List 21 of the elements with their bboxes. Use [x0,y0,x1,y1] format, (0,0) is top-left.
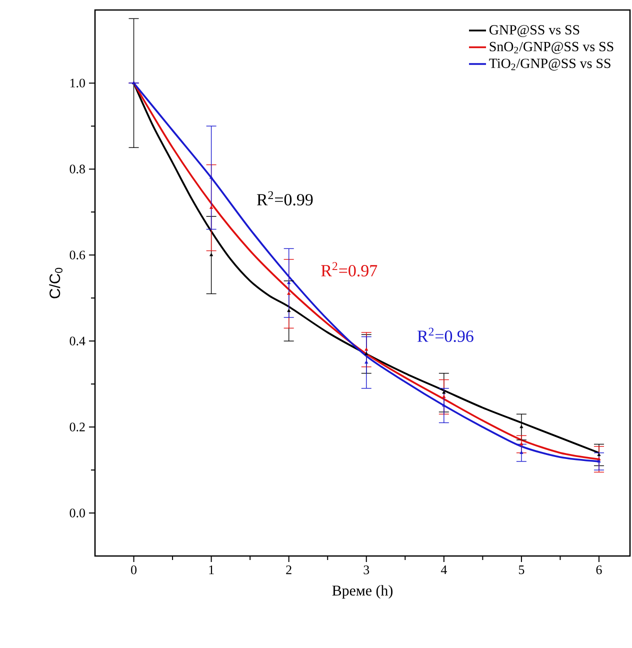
legend-label: SnO$_{2}$/GNP@SS vs SS [490,42,614,54]
x-tick-label: 2 [286,566,292,574]
annotation: R$^{2}$=0.97 [321,262,378,277]
y-tick-label: 0.6 [70,250,86,260]
x-tick-label: 3 [364,566,370,574]
x-tick-label: 4 [440,566,447,574]
x-tick-label: 1 [209,566,214,574]
annotation: R$^{2}$=0.96 [417,328,474,342]
x-tick-label: 5 [518,566,524,574]
y-tick-label: 0.8 [70,164,85,174]
legend-label: GNP@SS vs SS [489,25,580,38]
annotation: R$^{2}$=0.99 [256,191,313,206]
y-axis-title: C/C$_{0}$ [49,268,62,298]
x-axis-title: Време (h) [332,585,393,599]
y-tick-label: 0.2 [70,422,85,432]
y-tick-label: 0.0 [70,508,85,518]
y-tick-label: 1.0 [70,78,85,88]
legend-label: TiO$_{2}$/GNP@SS vs SS [489,58,610,71]
x-tick-label: 0 [131,566,137,574]
y-tick-label: 0.4 [70,336,86,346]
x-tick-label: 6 [596,566,602,574]
